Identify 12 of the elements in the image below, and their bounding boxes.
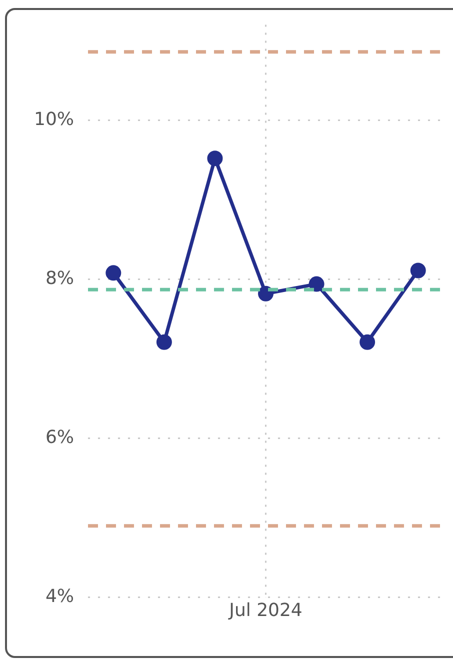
point bbox=[106, 265, 122, 281]
y-tick-label: 4% bbox=[45, 586, 74, 608]
point bbox=[156, 334, 172, 350]
point bbox=[410, 262, 426, 278]
point bbox=[308, 276, 324, 292]
y-tick-label: 10% bbox=[34, 108, 74, 130]
point bbox=[258, 286, 274, 302]
x-tick-label: Jul 2024 bbox=[228, 600, 302, 621]
point bbox=[360, 334, 376, 350]
y-tick-label: 8% bbox=[45, 268, 74, 289]
y-tick-label: 6% bbox=[45, 427, 74, 448]
point bbox=[207, 150, 223, 166]
